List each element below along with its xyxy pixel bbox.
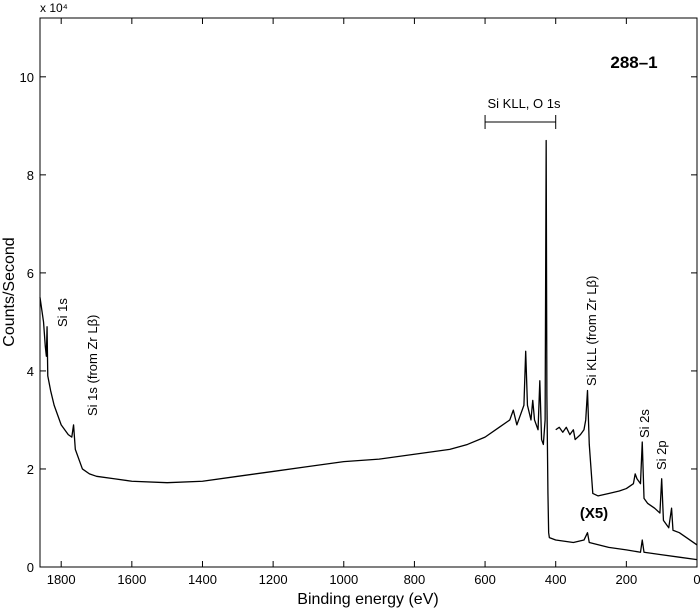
x-tick-label: 800 [404,572,426,587]
x-tick-label: 600 [474,572,496,587]
spectrum-line [555,389,698,546]
y-tick-label: 10 [20,70,34,85]
annotation: Si KLL, O 1s [488,96,561,111]
annotation: (X5) [580,505,608,522]
x-tick-label: 1400 [188,572,217,587]
chart-title: 288–1 [610,53,657,72]
y-tick-label: 8 [27,168,34,183]
y-tick-label: 6 [27,266,34,281]
x-tick-label: 1600 [117,572,146,587]
x-tick-label: 200 [616,572,638,587]
y-tick-label: 0 [27,560,34,575]
plot-frame [39,17,698,568]
x-tick-label: 1800 [47,572,76,587]
y-axis-label: Counts/Second [1,237,18,346]
y-multiplier: x 10⁴ [40,1,68,15]
annotation: Si 2s [637,409,652,438]
annotation: Si 1s [55,298,70,327]
annotation: Si 2p [654,440,669,470]
spectrum-line [39,139,698,561]
annotation: Si 1s (from Zr Lβ) [85,315,100,416]
x-tick-label: 0 [693,572,700,587]
y-tick-label: 2 [27,462,34,477]
x-tick-label: 1200 [259,572,288,587]
x-axis-label: Binding energy (eV) [297,591,438,608]
x-tick-label: 1000 [329,572,358,587]
y-tick-label: 4 [27,364,34,379]
annotation: Si KLL (from Zr Lβ) [584,276,599,386]
x-tick-label: 400 [545,572,567,587]
